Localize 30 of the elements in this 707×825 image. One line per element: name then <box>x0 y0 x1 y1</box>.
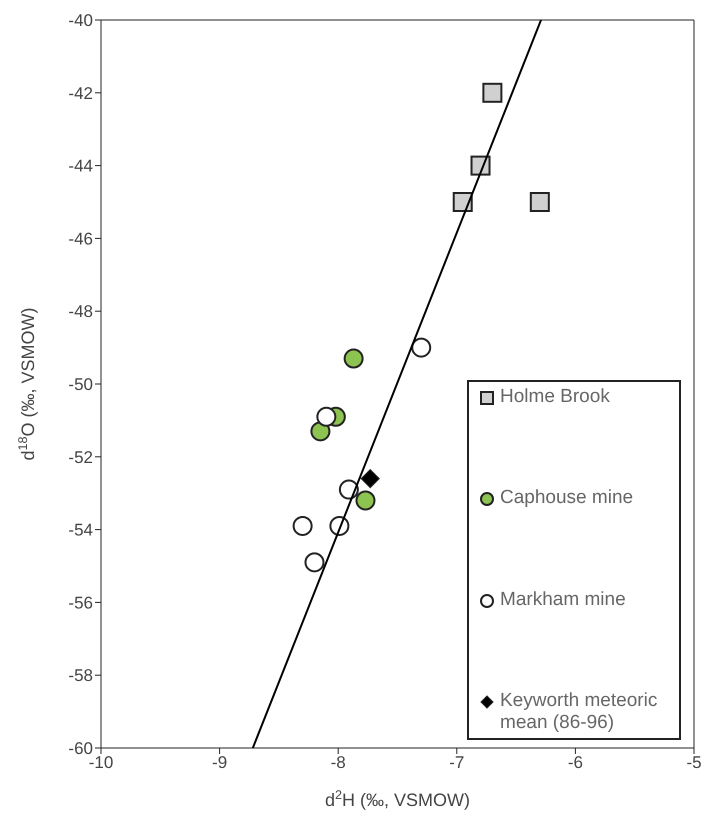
y-tick-label: -44 <box>68 156 93 176</box>
legend-label: Caphouse mine <box>500 487 634 510</box>
x-tick-label: -8 <box>330 753 346 772</box>
point <box>316 406 336 427</box>
y-tick-label: -52 <box>68 448 93 467</box>
point <box>304 552 324 572</box>
y-tick-label: -58 <box>68 666 93 686</box>
legend-label: Markham mine <box>500 588 626 611</box>
point <box>482 82 502 103</box>
y-tick-label: -50 <box>68 375 93 394</box>
x-axis-title: d$^{2}$H (‰, VSMOW) <box>324 788 470 810</box>
point <box>344 348 364 369</box>
y-tick-label: -42 <box>68 84 93 103</box>
y-tick-label: -54 <box>68 520 93 540</box>
y-tick-label: -40 <box>68 11 93 30</box>
point <box>310 421 330 442</box>
x-tick-label: -7 <box>449 753 464 772</box>
y-tick-label: -56 <box>68 593 93 612</box>
x-tick-label: -5 <box>686 753 702 772</box>
point <box>360 469 380 488</box>
legend-label: Keyworth meteoric mean (86-96) <box>500 690 658 734</box>
x-tick-label: -9 <box>212 753 228 772</box>
point <box>292 516 313 536</box>
legend-label: Holme Brook <box>500 386 610 408</box>
y-tick-label: -48 <box>68 302 93 322</box>
x-tick-label: -6 <box>568 753 583 772</box>
point <box>411 338 432 358</box>
point <box>355 490 376 510</box>
point <box>530 192 550 212</box>
y-tick-label: -46 <box>68 229 93 248</box>
